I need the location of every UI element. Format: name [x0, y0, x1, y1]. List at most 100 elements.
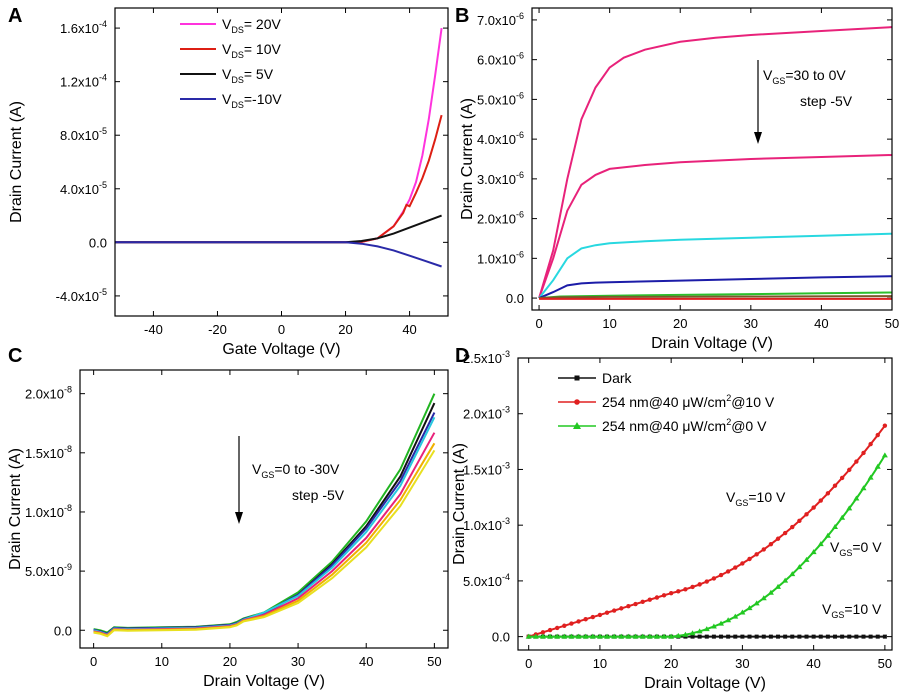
data-point	[811, 505, 816, 510]
y-tick-label: 3.0x10-6	[477, 170, 524, 187]
data-point	[683, 587, 688, 592]
x-tick-label: 30	[291, 654, 305, 669]
data-point	[554, 625, 560, 631]
y-axis-title: Drain Current (A)	[459, 98, 476, 220]
data-point	[596, 633, 603, 639]
data-point	[861, 450, 866, 456]
y-tick-label: 0.0	[54, 623, 72, 638]
data-point	[532, 633, 539, 639]
x-tick-label: 0	[90, 654, 97, 669]
data-point	[854, 634, 859, 639]
data-point	[633, 601, 638, 607]
data-point	[790, 524, 795, 530]
panel-label: D	[455, 345, 469, 367]
data-point	[647, 597, 652, 602]
x-axis-title: Drain Voltage (V)	[203, 673, 325, 690]
data-point	[697, 582, 702, 587]
data-point	[839, 475, 845, 481]
data-point	[753, 600, 760, 606]
data-point	[739, 609, 746, 615]
data-point	[646, 633, 653, 639]
y-tick-label: 0.0	[492, 630, 510, 645]
x-tick-label: 40	[806, 656, 820, 671]
data-point	[868, 634, 873, 639]
plot-frame	[79, 369, 449, 649]
step-annotation: step -5V	[800, 93, 853, 109]
legend-label: VDS=-10V	[222, 91, 282, 110]
y-axis-title: Drain Current (A)	[7, 448, 24, 570]
series-line	[538, 232, 892, 299]
y-tick-label: 2.0x10-6	[477, 210, 524, 227]
series-line	[115, 214, 442, 244]
data-point	[668, 590, 674, 596]
data-point	[811, 634, 816, 639]
data-point	[733, 634, 738, 639]
data-point	[561, 633, 568, 639]
series-line	[538, 154, 892, 299]
x-tick-label: 10	[155, 654, 169, 669]
data-point	[696, 628, 703, 634]
y-tick-label: 1.5x10-3	[463, 460, 510, 477]
y-tick-label: 2.5x10-3	[463, 349, 510, 366]
data-point	[868, 441, 873, 447]
data-point	[860, 485, 867, 491]
data-point	[554, 633, 561, 639]
data-point	[824, 532, 831, 538]
data-point	[632, 633, 639, 639]
data-point	[597, 612, 603, 618]
data-point	[704, 579, 709, 584]
data-point	[775, 536, 781, 541]
y-tick-label: 5.0x10-4	[463, 572, 510, 589]
data-point	[747, 634, 752, 639]
data-point	[661, 633, 668, 639]
data-point	[832, 523, 839, 529]
legend-label: 254 nm@40 μW/cm2@10 V	[602, 393, 775, 410]
x-axis-title: Gate Voltage (V)	[222, 341, 340, 358]
data-point	[875, 432, 880, 438]
y-tick-label: 1.2x10-4	[60, 73, 107, 90]
x-tick-label: 50	[885, 316, 899, 331]
series-line	[115, 241, 442, 268]
x-tick-label: 0	[535, 316, 542, 331]
data-point	[804, 512, 809, 517]
data-point	[833, 634, 838, 639]
y-tick-label: 1.0x10-3	[463, 516, 510, 533]
panel-label: B	[455, 5, 469, 27]
panel-d: D 0 10 20 30 40 50 0.0 5.0x10-4 1.0x10-3 1.5x10-3 2…	[451, 345, 893, 692]
data-point	[740, 561, 745, 566]
data-point	[760, 595, 767, 601]
legend-marker	[573, 422, 581, 429]
x-tick-label: 0	[278, 322, 285, 337]
data-point	[746, 605, 753, 611]
data-point	[711, 576, 717, 581]
data-point	[789, 571, 796, 577]
y-tick-label: 8.0x10-5	[60, 126, 107, 143]
data-point	[611, 633, 618, 639]
data-point	[547, 633, 554, 639]
data-point	[846, 505, 853, 511]
x-tick-label: 10	[593, 656, 607, 671]
series-line	[93, 393, 436, 634]
y-tick-label: 1.0x10-8	[25, 503, 72, 520]
data-point	[782, 530, 788, 536]
data-point	[882, 634, 887, 639]
data-point	[882, 423, 888, 428]
data-point	[661, 593, 667, 598]
legend-label: 254 nm@40 μW/cm2@0 V	[602, 417, 767, 434]
series-line	[93, 432, 436, 637]
data-point	[776, 634, 781, 639]
x-axis-title: Drain Voltage (V)	[644, 675, 766, 692]
y-tick-label: 2.0x10-3	[463, 405, 510, 422]
data-point	[725, 617, 732, 623]
data-point	[539, 633, 546, 639]
panel-label: A	[8, 5, 22, 27]
data-point	[589, 633, 596, 639]
data-point	[703, 626, 710, 632]
vgs-annotation: VGS=0 V	[830, 539, 882, 558]
data-point	[810, 549, 817, 555]
x-tick-label: 20	[664, 656, 678, 671]
y-tick-label: 7.0x10-6	[477, 11, 524, 28]
legend-marker	[574, 375, 580, 381]
x-tick-label: -40	[144, 322, 163, 337]
